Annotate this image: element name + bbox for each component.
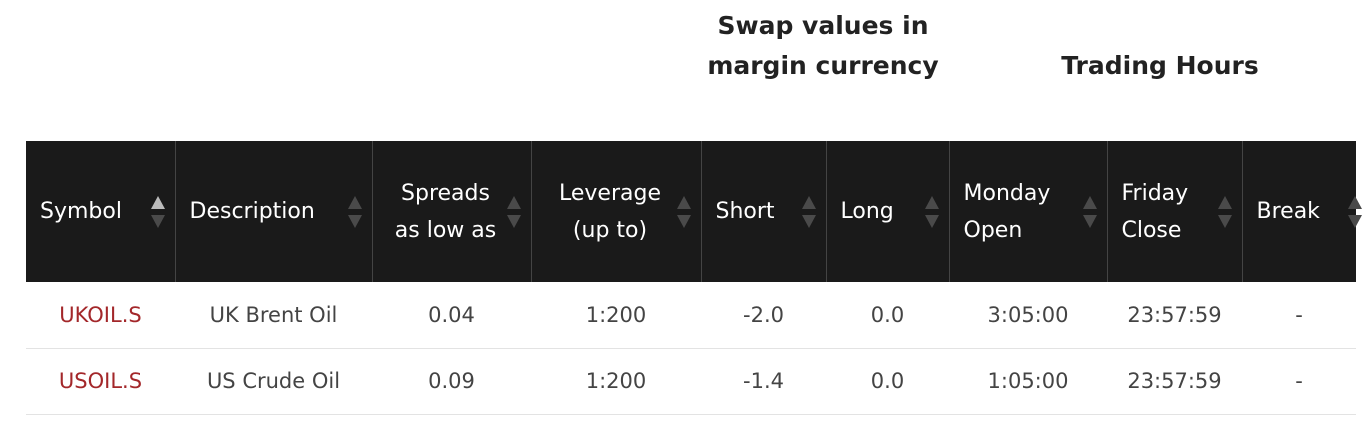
column-header-break[interactable]: Break [1242,141,1362,282]
sort-icon[interactable] [1348,195,1362,228]
column-header-short[interactable]: Short [701,141,827,282]
friday-close-cell: 23:57:59 [1127,302,1222,327]
monday-open-cell: 3:05:00 [987,302,1069,327]
instruments-table: Symbol Description Spreads as low as Lev… [26,141,1362,415]
column-header-symbol[interactable]: Symbol [26,141,176,282]
long-swap-cell: 0.0 [870,302,905,327]
table-row: USOIL.S US Crude Oil 0.09 1:200 -1.4 0.0… [26,348,1356,414]
trading-hours-group-header: Trading Hours [1061,51,1259,80]
leverage-cell: 1:200 [585,302,647,327]
sort-icon[interactable] [924,195,939,228]
sort-icon[interactable] [801,195,816,228]
break-cell: - [1295,302,1303,327]
column-header-monday-open[interactable]: Monday Open [949,141,1108,282]
column-header-leverage[interactable]: Leverage (up to) [531,141,702,282]
sort-icon[interactable] [150,195,165,228]
short-swap-cell: -1.4 [743,369,784,393]
column-header-spreads[interactable]: Spreads as low as [372,141,532,282]
column-header-friday-close[interactable]: Friday Close [1107,141,1243,282]
sort-icon[interactable] [347,195,362,228]
friday-close-cell: 23:57:59 [1127,369,1222,393]
column-header-label: Leverage (up to) [559,180,661,243]
sort-icon[interactable] [1217,195,1232,228]
column-header-label: Description [189,199,315,224]
spreads-cell: 0.04 [428,302,475,327]
symbol-link[interactable]: USOIL.S [58,369,143,393]
column-header-label: Spreads as low as [394,180,497,243]
spreads-cell: 0.09 [428,369,475,393]
sort-icon[interactable] [506,195,521,228]
column-header-label: Friday Close [1121,180,1189,243]
column-header-description[interactable]: Description [175,141,373,282]
table-row: UKOIL.S UK Brent Oil 0.04 1:200 -2.0 0.0… [26,282,1356,348]
sort-icon[interactable] [676,195,691,228]
short-swap-cell: -2.0 [743,302,784,327]
break-cell: - [1295,369,1303,393]
symbol-cell: USOIL.S [26,348,175,414]
monday-open-cell: 1:05:00 [987,369,1069,393]
column-header-label: Break [1256,199,1320,224]
description-cell: US Crude Oil [206,369,341,393]
column-header-label: Symbol [40,199,122,224]
swap-group-header: Swap values in margin currency [707,11,939,80]
long-swap-cell: 0.0 [870,369,905,393]
sort-icon[interactable] [1082,195,1097,228]
column-header-long[interactable]: Long [826,141,950,282]
symbol-cell: UKOIL.S [26,282,175,348]
table-header-row: Symbol Description Spreads as low as Lev… [26,141,1362,282]
description-cell: UK Brent Oil [209,302,338,327]
leverage-cell: 1:200 [585,369,647,393]
symbol-link[interactable]: UKOIL.S [59,302,142,327]
column-header-label: Monday Open [963,180,1051,243]
column-header-label: Short [715,199,775,224]
column-header-label: Long [840,199,894,224]
